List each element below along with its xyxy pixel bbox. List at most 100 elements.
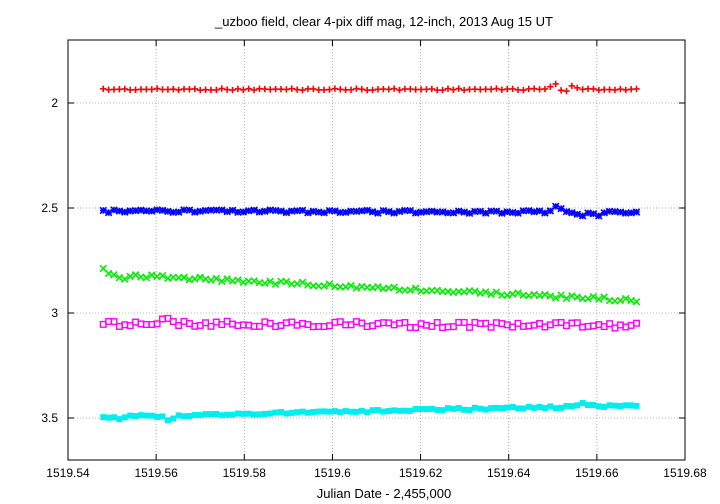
data-point [202, 411, 209, 418]
data-point [132, 86, 139, 93]
data-point [326, 408, 333, 415]
series-5 [100, 399, 640, 424]
data-point [104, 208, 113, 217]
data-point [213, 410, 220, 417]
data-point [606, 320, 614, 328]
data-point [111, 414, 118, 421]
data-point [363, 206, 371, 215]
data-point [411, 284, 420, 292]
data-point [180, 273, 188, 282]
data-point [606, 86, 613, 93]
data-point [310, 409, 317, 416]
data-point [390, 85, 398, 92]
data-point [568, 82, 576, 90]
data-point [481, 288, 490, 296]
data-point [369, 86, 376, 94]
data-point [272, 85, 279, 93]
data-point [525, 403, 532, 410]
data-point [348, 408, 355, 415]
data-point [202, 319, 210, 327]
data-point [551, 294, 560, 302]
data-point [277, 85, 285, 93]
data-point [471, 287, 479, 296]
x-axis-label: Julian Date - 2,455,000 [317, 486, 451, 501]
data-point [283, 86, 290, 93]
data-point [331, 85, 339, 92]
data-point [546, 292, 555, 300]
data-point [622, 86, 629, 94]
data-point [218, 85, 225, 92]
data-point [573, 293, 582, 301]
data-point [143, 412, 150, 419]
data-point [121, 85, 129, 93]
data-point [616, 208, 625, 216]
data-point [406, 286, 415, 294]
data-point [277, 207, 285, 215]
data-point [600, 208, 608, 217]
data-point [589, 209, 598, 218]
data-point [126, 322, 134, 330]
data-point [181, 413, 188, 420]
data-point [525, 85, 532, 93]
data-point [633, 402, 640, 409]
data-point [191, 85, 199, 93]
data-point [487, 290, 495, 299]
data-point [460, 288, 468, 296]
data-point [390, 283, 398, 292]
data-point [520, 86, 527, 94]
data-point [207, 276, 215, 284]
data-point [245, 85, 252, 92]
data-point [196, 273, 204, 282]
data-point [434, 406, 441, 413]
data-point [595, 295, 603, 303]
data-point [147, 271, 156, 279]
data-point [471, 85, 479, 93]
data-point [428, 405, 435, 412]
data-point [396, 86, 403, 94]
data-point [353, 85, 360, 92]
data-point [531, 404, 538, 411]
data-point [336, 208, 345, 217]
data-point [131, 271, 140, 279]
data-point [110, 270, 118, 279]
data-point [590, 401, 597, 408]
data-point [191, 275, 199, 283]
x-axis-ticks: 1519.54 1519.56 1519.58 1519.6 1519.62 1519.6… [46, 40, 707, 480]
x-tick-label: 1519.68 [663, 466, 707, 480]
data-point [466, 407, 473, 414]
data-point [159, 86, 166, 93]
data-point [331, 408, 338, 415]
data-point [573, 319, 581, 327]
data-point [170, 85, 177, 93]
data-point [282, 277, 291, 286]
data-point [395, 207, 404, 216]
data-point [261, 279, 269, 287]
data-point [164, 417, 171, 424]
data-point [423, 86, 430, 93]
data-point [563, 402, 570, 409]
data-point [320, 86, 328, 94]
data-point [110, 206, 118, 214]
data-point [213, 86, 220, 94]
data-point [315, 86, 322, 94]
data-point [617, 403, 624, 410]
data-point [487, 323, 495, 331]
data-point [461, 406, 468, 413]
data-point [197, 412, 204, 419]
data-point [412, 86, 419, 93]
data-point [137, 412, 144, 419]
data-point [504, 404, 511, 411]
data-point [611, 207, 619, 216]
data-point [627, 296, 635, 305]
data-point [197, 86, 204, 94]
data-point [368, 208, 377, 216]
data-point [266, 277, 275, 286]
series-2 [99, 202, 641, 220]
data-point [584, 85, 592, 93]
y-tick-label: 2.5 [41, 201, 58, 215]
data-point [234, 85, 242, 93]
x-tick-label: 1519.54 [46, 466, 90, 480]
data-point [530, 85, 538, 92]
data-point [562, 294, 571, 303]
